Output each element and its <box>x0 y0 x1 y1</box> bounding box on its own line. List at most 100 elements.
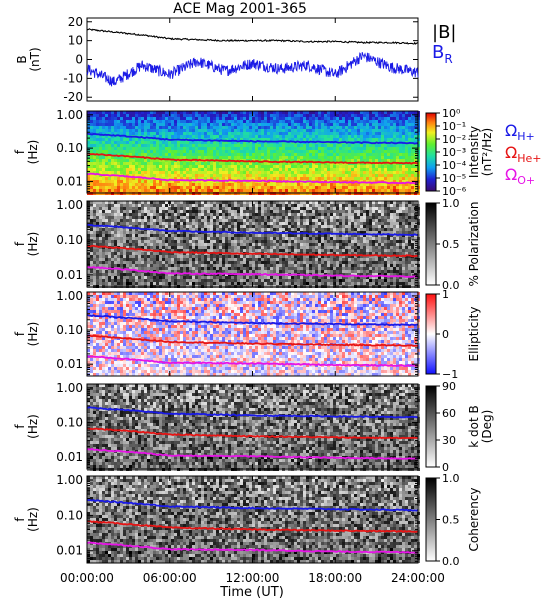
y-tick-label: 0.10 <box>56 508 83 522</box>
colorbar-label: Intensity <box>467 126 481 178</box>
y-axis-label: f <box>13 331 27 336</box>
colorbar-tick-label: 30 <box>442 434 456 447</box>
y-tick-label: 10 <box>68 34 83 48</box>
colorbar-label: (Deg) <box>480 410 494 444</box>
colorbar-tick-label: 1.0 <box>442 472 460 485</box>
y-tick-label: 0.01 <box>56 450 83 464</box>
colorbar-tick-label: 0 <box>442 328 449 341</box>
colorbar-tick-label: 60 <box>442 407 456 420</box>
x-tick-label: 24:00:00 <box>391 571 445 585</box>
ion-label-subscript: He+ <box>517 152 541 165</box>
colorbar-label: (nT²/Hz) <box>480 128 494 176</box>
gyro-line-He-plus <box>87 520 419 533</box>
colorbar-tick-label: 10⁻⁴ <box>442 159 467 172</box>
y-axis-label: (Hz) <box>26 507 40 532</box>
y-tick-label: 0.10 <box>56 415 83 429</box>
gyro-line-H-plus <box>86 406 419 419</box>
y-tick-label: -10 <box>63 71 83 85</box>
y-tick-label: 20 <box>68 15 83 29</box>
ion-label: ΩH+ <box>505 121 535 143</box>
colorbar <box>425 293 437 375</box>
spectrogram-cells <box>87 201 420 288</box>
y-tick-label: 1.00 <box>56 108 83 122</box>
y-tick-label: 0.10 <box>56 141 83 155</box>
colorbar <box>425 385 437 468</box>
panel-spectrogram-3: 1.00 0.10 0.01 f (Hz) 1 0 −1 Ellipticity <box>13 288 481 381</box>
y-axis-label: f <box>13 241 27 246</box>
y-tick-label: 1.00 <box>56 473 83 487</box>
gyro-line-H-plus <box>86 223 419 237</box>
x-axis: 00:00:00 06:00:00 12:00:00 18:00:00 24:00:00 <box>60 18 445 585</box>
gyro-line-O-plus <box>86 172 419 185</box>
gyro-line-He-plus <box>86 152 419 165</box>
ion-label: ΩHe+ <box>505 143 542 165</box>
colorbar-tick-label: 0.5 <box>442 238 460 251</box>
series-b-total <box>86 28 419 45</box>
gyro-line-O-plus <box>86 355 419 368</box>
colorbar <box>425 112 437 192</box>
spectrogram-cells <box>87 476 420 563</box>
colorbar-tick-label: 0.0 <box>442 279 460 292</box>
colorbar-tick-label: 90 <box>442 380 456 393</box>
y-tick-label: 1.00 <box>56 198 83 212</box>
gyro-line-H-plus <box>86 132 419 145</box>
gyro-line-H-plus <box>86 498 419 512</box>
ion-label-subscript: O+ <box>517 174 535 187</box>
gyro-line-He-plus <box>86 427 419 440</box>
panel-spectrogram-4: 1.00 0.10 0.01 f (Hz) 90 60 30 0 k dot B (Deg) <box>13 380 494 474</box>
colorbar-tick-label: 10⁻³ <box>442 146 466 159</box>
gyro-line-O-plus <box>86 541 419 554</box>
x-tick-label: 18:00:00 <box>308 571 362 585</box>
ion-label-subscript: H+ <box>517 130 535 143</box>
panel-frame <box>86 17 419 102</box>
y-axis-label: (Hz) <box>26 322 40 347</box>
gyro-line-He-plus <box>86 334 419 347</box>
colorbar-tick-label: 1.0 <box>442 197 460 210</box>
colorbar-tick-label: 10⁻⁶ <box>442 185 467 198</box>
y-tick-label: 0.01 <box>56 357 83 371</box>
y-tick-label: 0.01 <box>56 268 83 282</box>
y-tick-label: 1.00 <box>56 381 83 395</box>
y-axis-label: f <box>13 149 27 154</box>
x-axis-label: Time (UT) <box>219 585 284 600</box>
x-tick-label: 06:00:00 <box>143 571 197 585</box>
legend-entry: |B| <box>432 22 456 43</box>
y-tick-label: 0.01 <box>56 544 83 558</box>
y-axis-label: (nT) <box>28 47 42 71</box>
colorbar-tick-label: 0 <box>442 461 449 474</box>
colorbar-tick-label: 1 <box>442 288 449 301</box>
y-tick-label: 0.10 <box>56 233 83 247</box>
colorbar <box>425 477 437 562</box>
colorbar-tick-label: 10⁻² <box>442 133 466 146</box>
colorbar-tick-label: 0.0 <box>442 555 460 568</box>
y-tick-label: 0.01 <box>56 174 83 188</box>
y-axis-label: (Hz) <box>26 414 40 439</box>
colorbar-label: k dot B <box>467 405 481 447</box>
colorbar-tick-label: 10⁻¹ <box>442 120 466 133</box>
y-tick-label: 1.00 <box>56 289 83 303</box>
colorbar-tick-label: 10⁰ <box>442 107 461 120</box>
colorbar-tick-label: 10⁻⁵ <box>442 172 466 185</box>
colorbar-label: % Polarization <box>467 202 481 287</box>
x-tick-label: 12:00:00 <box>226 571 280 585</box>
y-axis-label: f <box>13 424 27 429</box>
legend-subscript: R <box>444 52 452 66</box>
y-axis-label: B <box>15 55 29 63</box>
legend-entry: BR <box>432 42 453 66</box>
y-axis-label: (Hz) <box>26 232 40 257</box>
y-axis-label: f <box>13 517 27 522</box>
panel-b-field: 20 10 0 -10 -20 B (nT) |B|BR <box>15 15 456 104</box>
x-tick-label: 00:00:00 <box>60 571 114 585</box>
panel-spectrogram-2: 1.00 0.10 0.01 f (Hz) 1.0 0.5 0.0 % Polarization <box>13 197 481 292</box>
colorbar-tick-label: 0.5 <box>442 514 460 527</box>
chart-title: ACE Mag 2001-365 <box>173 1 307 17</box>
series-b-r <box>86 51 419 87</box>
colorbar-label: Coherency <box>467 487 481 551</box>
ion-label: ΩO+ <box>505 165 535 187</box>
colorbar-tick-label: −1 <box>442 368 458 381</box>
gyro-line-O-plus <box>87 266 419 278</box>
gyro-line-He-plus <box>86 244 419 258</box>
panel-spectrogram-1: 1.00 0.10 0.01 f (Hz) 10⁰10⁻¹10⁻²10⁻³10⁻⁴10⁻⁵… <box>13 107 542 198</box>
